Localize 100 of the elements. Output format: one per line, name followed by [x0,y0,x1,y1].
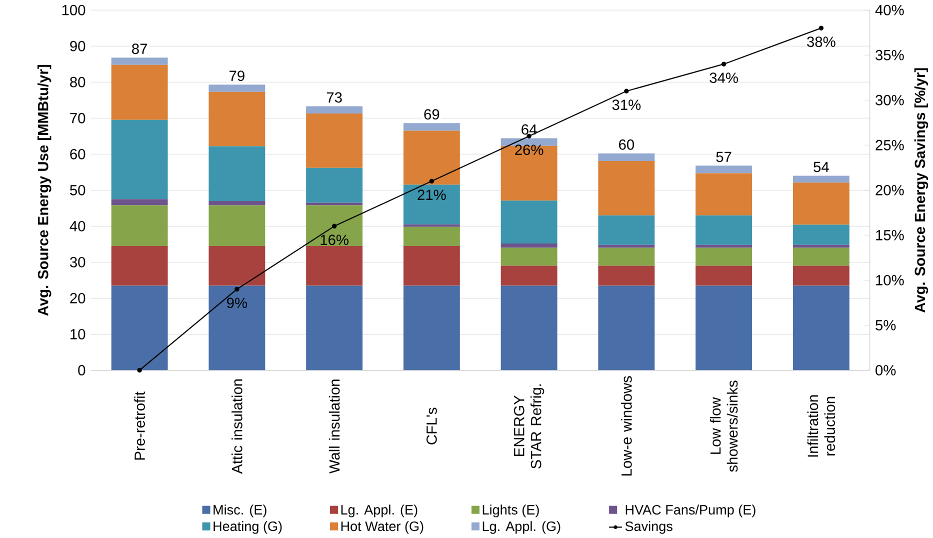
y-tick-label: 100 [62,5,86,16]
x-tick-label: Pre-retrofit [134,392,145,460]
point [429,178,434,184]
bar [403,123,460,131]
bar [500,138,558,146]
bar [208,201,266,206]
y2-tick-label: 0% [876,365,896,376]
total-label: 73 [326,92,342,103]
bar [696,286,752,370]
data-label: 31% [612,100,641,110]
bar [208,84,266,92]
bar [403,130,460,185]
y2-tick-label: 35% [876,50,904,60]
bar [306,205,363,246]
bar [306,106,363,114]
bar [111,205,168,246]
y-tick-label: 20 [70,293,86,304]
y2-tick-label: 30% [876,95,904,106]
y2-tick-label: 15% [876,230,904,240]
total-label: 87 [132,44,147,54]
bar [306,202,363,206]
bar [111,286,168,370]
point [624,88,629,94]
bar [598,245,655,248]
y2-tick-label: 5% [876,320,896,331]
y-tick-label: 10 [70,329,86,340]
y2-tick-label: 40% [875,5,904,16]
bar [111,246,168,286]
total-label: 57 [716,152,732,162]
bar [792,224,850,246]
bar [598,154,655,162]
legend-label: Savings [625,521,672,534]
data-label: 21% [418,190,446,200]
bar [598,266,655,286]
x-tick-label: Low flow showers/sinks [710,380,738,472]
bar [306,168,363,203]
bar [598,248,655,266]
bar [306,286,363,370]
bar [500,248,558,266]
data-label: 9% [227,298,248,308]
total-label: 60 [619,140,634,150]
bar [696,266,752,286]
bar [500,200,558,244]
point [818,26,824,31]
bar [500,146,558,201]
y-axis-title: Avg. Source Energy Use [MMBtu/yr] [38,65,52,316]
bar [500,244,558,248]
y-tick-label: 80 [70,77,86,88]
point [332,224,337,229]
y-tick-label: 40 [70,221,86,232]
bar [306,114,363,168]
bar [111,64,168,120]
x-tick-label: Attic insulation [232,380,242,474]
legend-label: Heating (G) [214,521,282,534]
point [721,62,726,67]
y2-tick-label: 20% [876,185,904,196]
x-tick-label: Infiltration reduction [807,395,836,457]
x-tick-label: Low-e windows [621,376,632,476]
bar [792,182,850,225]
data-label: 26% [515,144,544,156]
point [137,368,142,373]
y-tick-label: 90 [70,41,86,52]
bar [208,146,266,202]
bar [208,92,266,146]
bar [696,216,752,246]
data-label: 16% [320,234,348,246]
x-tick-label: ENERGY STAR Refrig. [514,384,544,469]
x-tick-label: CFL's [426,408,437,444]
y-tick-label: 0 [78,365,86,376]
legend-label: Lights (E) [482,504,539,518]
y-tick-label: 60 [70,149,86,160]
bar [403,224,460,228]
x-tick-label: Wall insulation [328,380,340,474]
legend-label: Lg. Appl. (G) [482,521,560,534]
bar [500,286,558,370]
bar [792,286,850,370]
bar [208,286,266,370]
bar [696,166,752,174]
total-label: 69 [424,109,440,120]
bar [792,248,850,266]
bar [792,266,850,286]
legend-label: Hot Water (G) [341,521,424,534]
data-label: 34% [710,72,738,84]
legend-label: Lg. Appl. (E) [341,504,418,518]
bar [792,245,850,248]
y-tick-label: 30 [70,257,86,268]
bar [696,248,752,266]
bar [792,176,850,183]
y2-axis-title: Avg. Source Energy Savings [%/yr] [914,68,928,313]
legend-label: HVAC Fans/Pump (E) [626,504,756,518]
bar [111,120,168,200]
total-label: 54 [814,162,829,172]
y-tick-label: 50 [70,185,86,196]
bar [598,286,655,370]
y-tick-label: 70 [70,113,86,124]
bar [598,161,655,216]
bar [696,173,752,216]
bar [208,205,266,246]
bar [403,227,460,246]
bar [500,266,558,286]
